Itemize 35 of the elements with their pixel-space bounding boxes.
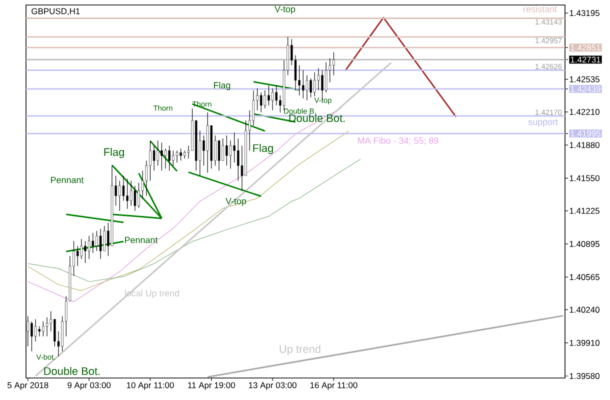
y-tick-label: 1.42731 <box>570 56 600 63</box>
y-tick-label: 1.39910 <box>570 340 600 346</box>
y-tick-label: 1.41550 <box>570 175 600 182</box>
x-tick-label: 10 Apr 11:00 <box>126 382 174 390</box>
annotation: Double Bot. <box>289 114 345 122</box>
annotation: Pennant <box>125 236 158 244</box>
annotation: Double Bot. <box>44 366 100 376</box>
annotation: Up trend <box>280 344 320 356</box>
y-tick-label: 1.42210 <box>570 108 600 115</box>
y-tick-label: 1.41995 <box>570 130 600 137</box>
x-tick-label: 5 Apr 2018 <box>8 382 48 390</box>
y-tick-label: 1.39580 <box>570 373 600 379</box>
y-tick-label: 1.42535 <box>570 76 600 82</box>
annotation: V-top <box>274 6 296 14</box>
x-tick-label: 9 Apr 03:00 <box>68 382 111 390</box>
x-tick-label: 13 Apr 03:00 <box>248 382 296 390</box>
y-tick-label: 1.41880 <box>570 142 600 148</box>
x-tick-label: 11 Apr 19:00 <box>188 382 235 390</box>
y-tick-label: 1.42851 <box>570 44 600 51</box>
annotation: Flag <box>104 148 124 158</box>
annotation: resistant <box>524 6 557 12</box>
annotation: V-top <box>226 198 246 206</box>
y-tick-label: 1.40565 <box>570 274 600 280</box>
x-tick-label: 16 Apr 11:00 <box>310 382 358 390</box>
chart-title: GBPUSD,H1 <box>32 8 80 16</box>
annotation: Flag <box>253 144 273 154</box>
annotation: Flag <box>214 82 230 90</box>
annotation: Pennant <box>51 176 84 184</box>
y-tick-label: 1.41225 <box>570 208 600 214</box>
y-tick-label: 1.40895 <box>570 240 600 247</box>
annotation: support <box>528 119 558 127</box>
y-tick-label: 1.42439 <box>570 86 600 92</box>
annotation: MA Fibo - 34; 55; 89 <box>358 137 438 145</box>
y-tick-label: 1.40240 <box>570 306 600 313</box>
y-tick-label: 1.43195 <box>570 10 600 16</box>
